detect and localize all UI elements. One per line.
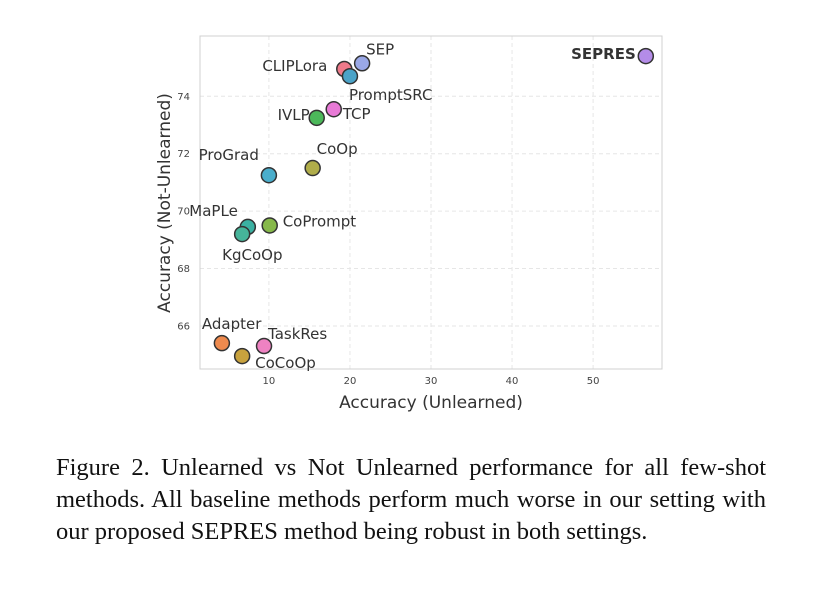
label-cocoop: CoCoOp bbox=[255, 354, 316, 372]
point-sepres bbox=[637, 47, 655, 65]
x-tick-label: 50 bbox=[587, 376, 600, 387]
point-coop bbox=[304, 159, 321, 177]
y-tick-label: 74 bbox=[177, 92, 190, 103]
y-axis-label: Accuracy (Not-Unlearned) bbox=[155, 93, 175, 313]
label-promptsrc: PromptSRC bbox=[349, 86, 432, 104]
point-labels: SEPRES SEP CLIPLora PromptSRC IVLP TCP ProGrad… bbox=[189, 40, 635, 372]
point-coprompt bbox=[261, 217, 278, 234]
label-coprompt: CoPrompt bbox=[283, 212, 357, 230]
plot-frame bbox=[199, 35, 663, 370]
point-prograd bbox=[260, 166, 278, 184]
point-cocoop bbox=[233, 347, 251, 365]
label-sep: SEP bbox=[366, 40, 394, 58]
point-sep bbox=[353, 55, 371, 72]
x-tick-labels: 10 20 30 40 50 bbox=[263, 376, 600, 387]
scatter-chart: 10 20 30 40 50 66 68 70 72 74 SEPRES SEP CLIPLora P… bbox=[155, 35, 663, 413]
label-kgcoop: KgCoOp bbox=[222, 246, 282, 264]
label-cliplora: CLIPLora bbox=[262, 57, 327, 75]
point-kgcoop bbox=[233, 225, 251, 243]
x-tick-label: 30 bbox=[425, 376, 438, 387]
label-ivlp: IVLP bbox=[278, 106, 310, 124]
label-sepres: SEPRES bbox=[571, 45, 636, 63]
label-maple: MaPLe bbox=[189, 202, 238, 220]
y-tick-label: 68 bbox=[177, 264, 190, 275]
y-tick-label: 70 bbox=[177, 207, 190, 218]
point-taskres bbox=[255, 337, 273, 355]
y-tick-label: 72 bbox=[177, 149, 190, 160]
label-taskres: TaskRes bbox=[267, 325, 327, 343]
grid-lines bbox=[200, 36, 662, 369]
point-tcp bbox=[325, 100, 342, 118]
label-tcp: TCP bbox=[342, 105, 371, 123]
label-adapter: Adapter bbox=[202, 315, 262, 333]
x-tick-label: 10 bbox=[263, 376, 276, 387]
x-tick-label: 40 bbox=[506, 376, 519, 387]
data-points bbox=[213, 47, 655, 365]
x-tick-label: 20 bbox=[344, 376, 357, 387]
label-coop: CoOp bbox=[317, 140, 358, 158]
x-axis-label: Accuracy (Unlearned) bbox=[339, 393, 523, 413]
y-tick-labels: 66 68 70 72 74 bbox=[177, 92, 190, 333]
point-promptsrc bbox=[341, 67, 359, 85]
y-tick-label: 66 bbox=[177, 321, 190, 332]
point-adapter bbox=[213, 334, 231, 352]
label-prograd: ProGrad bbox=[199, 146, 259, 164]
figure-caption: Figure 2. Unlearned vs Not Unlearned per… bbox=[56, 454, 766, 545]
point-ivlp bbox=[308, 109, 325, 127]
